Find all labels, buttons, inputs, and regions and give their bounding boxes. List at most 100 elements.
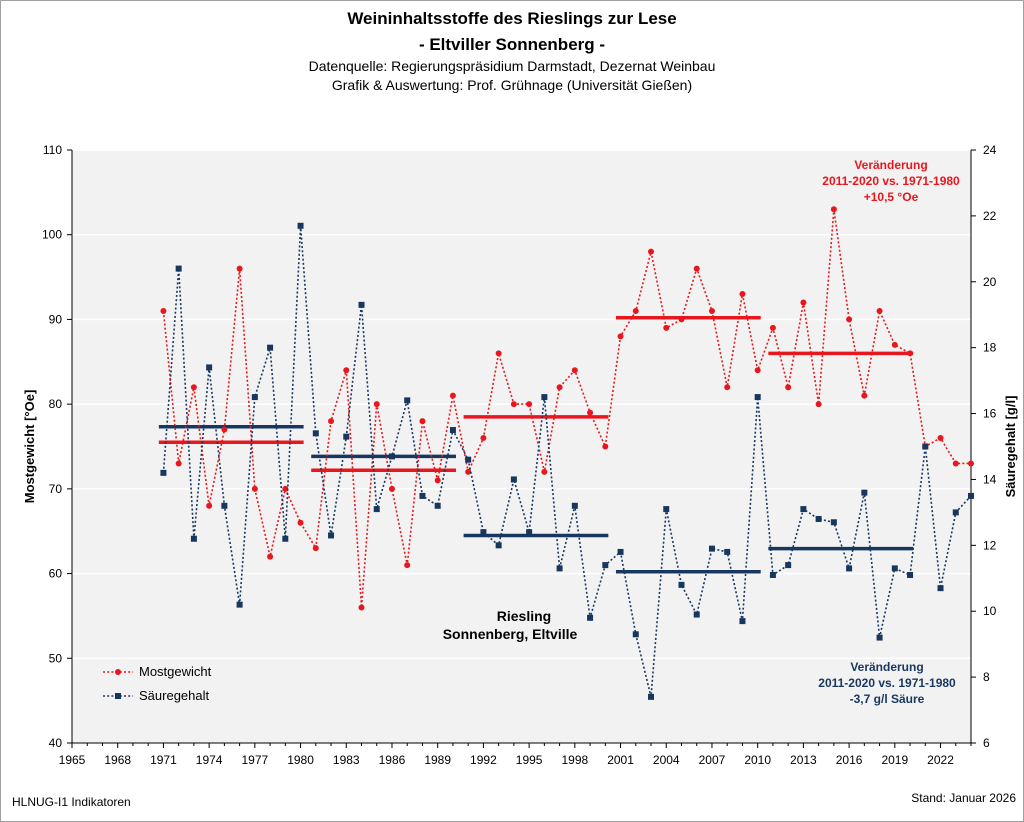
y2-tick-label: 8 [983,670,990,684]
data-point-saeuregehalt [952,509,959,516]
data-point-mostgewicht [206,502,213,509]
data-point-mostgewicht [678,316,685,323]
data-point-mostgewicht [526,401,533,408]
x-tick-label: 1995 [516,753,543,767]
series-line-mostgewicht [162,209,971,608]
data-point-saeuregehalt [267,344,274,351]
y-tick-label: 60 [49,567,63,581]
data-point-saeuregehalt [587,614,594,621]
y-tick-label: 80 [49,397,63,411]
x-tick-label: 1965 [59,753,86,767]
data-point-mostgewicht [891,341,898,348]
data-point-mostgewicht [632,307,639,314]
data-point-saeuregehalt [754,394,761,401]
y-tick-label: 100 [42,228,62,242]
annotations: Riesling Sonnenberg, Eltville Veränderung 2… [443,158,960,706]
y2-tick-label: 10 [983,604,997,618]
y-tick-label: 50 [49,651,63,665]
data-point-mostgewicht [404,562,411,569]
data-point-mostgewicht [830,206,837,213]
data-point-mostgewicht [510,401,517,408]
data-point-mostgewicht [190,384,197,391]
data-point-saeuregehalt [830,519,837,526]
x-tick-label: 1968 [104,753,131,767]
data-point-mostgewicht [495,350,502,357]
x-tick-label: 1974 [196,753,223,767]
y2-tick-label: 24 [983,143,997,157]
data-point-mostgewicht [846,316,853,323]
data-point-mostgewicht [236,265,243,272]
data-point-saeuregehalt [495,542,502,549]
y2-tick-label: 16 [983,407,997,421]
y-tick-label: 110 [43,143,62,157]
y2-tick-label: 6 [983,736,990,750]
y2-tick-label: 20 [983,275,997,289]
annotation-saeure-change: -3,7 g/l Säure [850,692,925,706]
data-point-mostgewicht [785,384,792,391]
data-point-saeuregehalt [373,506,380,513]
series-line-saeuregehalt [162,225,972,698]
data-point-saeuregehalt [968,492,974,499]
data-point-saeuregehalt [724,548,731,555]
data-point-mostgewicht [312,545,319,552]
x-tick-label: 1971 [150,753,177,767]
data-point-mostgewicht [556,384,563,391]
data-point-mostgewicht [800,299,807,306]
x-tick-label: 1980 [287,753,314,767]
y-tick-label: 40 [49,736,63,750]
data-point-mostgewicht [571,367,578,374]
data-point-saeuregehalt [388,453,395,460]
data-point-saeuregehalt [175,265,182,272]
data-point-saeuregehalt [678,581,685,588]
data-point-saeuregehalt [708,545,715,552]
data-point-saeuregehalt [648,693,655,700]
center-label-line2: Sonnenberg, Eltville [443,626,578,642]
center-label-line1: Riesling [497,608,551,624]
data-point-mostgewicht [343,367,350,374]
data-point-mostgewicht [541,468,548,475]
data-point-saeuregehalt [480,529,487,536]
y-tick-label: 70 [49,482,63,496]
x-tick-label: 2004 [653,753,680,767]
x-tick-label: 1977 [241,753,268,767]
x-tick-label: 1986 [379,753,406,767]
data-point-mostgewicht [480,435,487,442]
data-point-saeuregehalt [907,571,914,578]
data-point-mostgewicht [358,604,365,611]
data-point-saeuregehalt [465,456,472,463]
x-tick-label: 2001 [607,753,634,767]
data-point-saeuregehalt [282,535,289,542]
annotation-most-change: Veränderung [854,158,927,172]
legend-marker-saeuregehalt [115,693,121,699]
data-point-saeuregehalt [891,565,898,572]
footer-indicator-label: HLNUG-I1 Indikatoren [12,795,131,809]
data-point-mostgewicht [724,384,731,391]
data-point-saeuregehalt [556,565,563,572]
data-point-saeuregehalt [785,562,792,569]
data-point-mostgewicht [419,418,426,425]
y-tick-label: 90 [49,312,63,326]
legend-marker-mostgewicht [115,669,121,675]
data-point-mostgewicht [648,248,655,255]
data-point-mostgewicht [449,392,456,399]
data-point-saeuregehalt [739,618,746,625]
data-point-saeuregehalt [419,492,426,499]
data-point-mostgewicht [434,477,441,484]
data-point-saeuregehalt [571,502,578,509]
chart-title: Weininhaltsstoffe des Rieslings zur Lese [347,9,677,28]
x-tick-label: 1998 [561,753,588,767]
data-point-mostgewicht [297,519,304,526]
annotation-saeure-change: 2011-2020 vs. 1971-1980 [818,676,956,690]
y2-tick-label: 14 [983,472,997,486]
data-point-mostgewicht [861,392,868,399]
data-point-mostgewicht [328,418,335,425]
data-point-saeuregehalt [526,529,533,536]
data-point-mostgewicht [769,324,776,331]
data-point-mostgewicht [739,291,746,298]
y2-axis-title: Säuregehalt [g/l] [1003,396,1018,498]
data-point-saeuregehalt [541,394,548,401]
data-point-saeuregehalt [221,502,228,509]
x-tick-label: 2022 [927,753,954,767]
data-point-mostgewicht [754,367,761,374]
